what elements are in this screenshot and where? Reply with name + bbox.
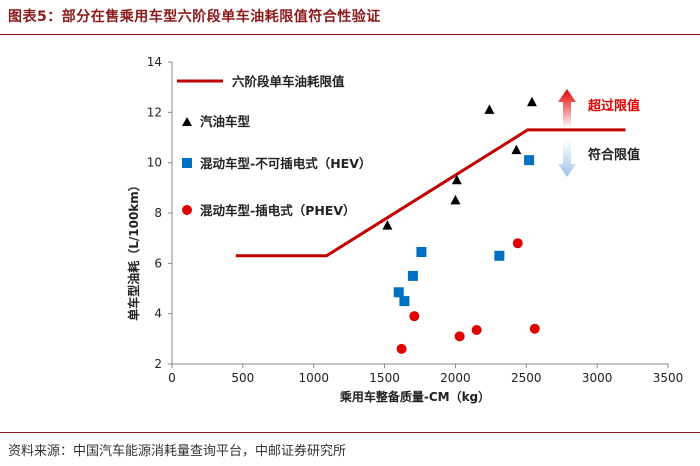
limit-line-group [235, 128, 626, 258]
hev-point [407, 270, 418, 281]
hev-point [416, 247, 427, 258]
x-tick-label: 2500 [511, 371, 542, 385]
phev-point [396, 343, 407, 354]
limit-line [235, 128, 626, 258]
phev-point [471, 325, 482, 336]
gasoline-point [484, 104, 495, 114]
phev-point [409, 311, 420, 322]
legend-circle-icon [182, 205, 192, 215]
x-tick-label: 2000 [440, 371, 471, 385]
x-tick-label: 500 [231, 371, 254, 385]
x-axis-label: 乘用车整备质量-CM（kg） [339, 389, 490, 404]
annotation-above-limit: 超过限值 [588, 98, 640, 114]
y-tick-label: 4 [154, 307, 162, 321]
title-divider [0, 34, 700, 35]
arrow-down-icon [558, 140, 576, 177]
x-tick-label: 3500 [653, 371, 684, 385]
phev-point [529, 323, 540, 334]
source-divider [0, 432, 700, 433]
x-axis-ticks: 0 500 1000 1500 2000 2500 3000 3500 [168, 364, 683, 385]
y-axis-ticks: 2 4 6 8 10 12 14 [147, 55, 172, 371]
annotation-within-limit: 符合限值 [588, 147, 640, 163]
hev-point [524, 155, 535, 166]
fuel-consumption-chart: 0 500 1000 1500 2000 2500 3000 3500 2468101214 … [126, 55, 683, 404]
figure-title: 图表5：部分在售乘用车型六阶段单车油耗限值符合性验证 [8, 9, 381, 25]
y-tick-label: 12 [147, 105, 162, 119]
y-tick-label: 8 [154, 206, 162, 220]
gasoline-point [526, 96, 537, 107]
y-tick-label: 6 [154, 256, 162, 270]
hev-point [494, 250, 505, 261]
phev-point [454, 331, 465, 342]
legend-square-icon [182, 158, 192, 168]
gasoline-point [451, 174, 462, 185]
phev-point [512, 238, 523, 249]
x-tick-label: 3000 [582, 371, 613, 385]
legend-limit-line-label: 六阶段单车油耗限值 [232, 74, 345, 89]
x-tick-label: 0 [168, 371, 176, 385]
y-tick-label: 10 [147, 156, 162, 170]
x-tick-label: 1000 [298, 371, 329, 385]
legend-triangle-icon [182, 117, 192, 126]
data-marks [382, 96, 540, 354]
arrow-up-icon [558, 89, 576, 128]
y-axis-label: 单车型油耗（L/100km） [126, 179, 141, 321]
hev-point [399, 296, 410, 307]
legend: 六阶段单车油耗限值 汽油车型 混动车型-不可插电式（HEV） 混动车型-插电式（… [177, 74, 371, 218]
source-note: 资料来源：中国汽车能源消耗量查询平台，中邮证券研究所 [8, 444, 347, 459]
gasoline-point [450, 194, 461, 205]
legend-gasoline-label: 汽油车型 [200, 114, 251, 129]
gasoline-point [511, 144, 522, 155]
y-tick-label: 14 [147, 55, 162, 69]
legend-phev-label: 混动车型-插电式（PHEV） [200, 203, 356, 218]
threshold-annotations: 超过限值 符合限值 [558, 89, 640, 177]
x-tick-label: 1500 [369, 371, 400, 385]
hev-point [393, 287, 404, 298]
gasoline-point [382, 220, 393, 230]
y-tick-label: 2 [154, 357, 162, 371]
legend-hev-label: 混动车型-不可插电式（HEV） [200, 156, 371, 171]
